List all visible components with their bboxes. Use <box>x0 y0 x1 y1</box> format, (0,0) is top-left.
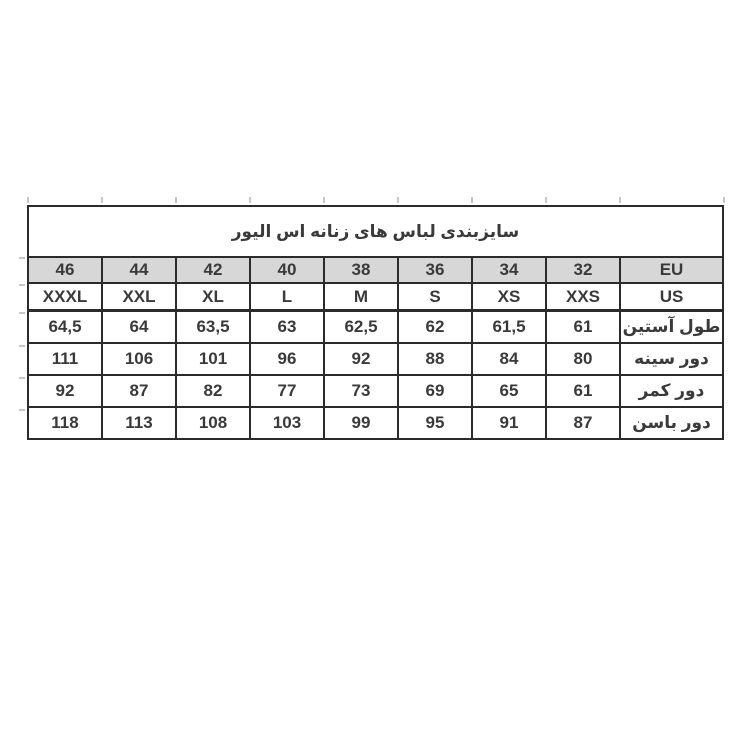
table-cell: 101 <box>175 342 251 376</box>
gridline-tick <box>175 197 177 203</box>
table-cell: 91 <box>471 406 547 440</box>
table-cell: 61 <box>545 374 621 408</box>
table-cell: 42 <box>175 256 251 284</box>
gridline-tick <box>619 197 621 203</box>
table-cell: XXXL <box>27 282 103 312</box>
table-cell: 92 <box>27 374 103 408</box>
table-cell: 96 <box>249 342 325 376</box>
table-cell: 65 <box>471 374 547 408</box>
table-cell: XL <box>175 282 251 312</box>
table-cell: 88 <box>397 342 473 376</box>
table-cell: 99 <box>323 406 399 440</box>
table-cell: 95 <box>397 406 473 440</box>
table-row-bust: 111 106 101 96 92 88 84 80 دور سینه <box>27 342 724 376</box>
gridline-tick <box>19 377 25 379</box>
table-cell: XS <box>471 282 547 312</box>
row-label-hip: دور باسن <box>619 406 724 440</box>
row-label-waist: دور کمر <box>619 374 724 408</box>
table-cell: 82 <box>175 374 251 408</box>
table-cell: 87 <box>101 374 177 408</box>
gridline-tick <box>19 312 25 314</box>
table-cell: 61,5 <box>471 309 547 344</box>
gridline-tick <box>19 409 25 411</box>
table-cell: 63,5 <box>175 309 251 344</box>
table-cell: 61 <box>545 309 621 344</box>
table-cell: 64,5 <box>27 309 103 344</box>
gridline-tick <box>101 197 103 203</box>
row-label-sleeve-length: طول آستین <box>619 309 724 344</box>
table-cell: 113 <box>101 406 177 440</box>
gridline-tick <box>471 197 473 203</box>
row-label-us: US <box>619 282 724 312</box>
table-title: سایزبندی لباس های زنانه اس الیور <box>27 205 724 258</box>
table-row-hip: 118 113 108 103 99 95 91 87 دور باسن <box>27 406 724 440</box>
table-cell: L <box>249 282 325 312</box>
table-cell: 84 <box>471 342 547 376</box>
table-row-sleeve-length: 64,5 64 63,5 63 62,5 62 61,5 61 طول آستی… <box>27 309 724 344</box>
gridline-tick <box>19 284 25 286</box>
table-cell: 36 <box>397 256 473 284</box>
table-cell: XXL <box>101 282 177 312</box>
table-row-us-sizes: XXXL XXL XL L M S XS XXS US <box>27 282 724 312</box>
table-cell: 111 <box>27 342 103 376</box>
table-cell: 103 <box>249 406 325 440</box>
table-title-row: سایزبندی لباس های زنانه اس الیور <box>27 205 724 258</box>
gridline-tick <box>397 197 399 203</box>
table-cell: 64 <box>101 309 177 344</box>
table-cell: 62,5 <box>323 309 399 344</box>
table-cell: 63 <box>249 309 325 344</box>
table-cell: 34 <box>471 256 547 284</box>
table-cell: 32 <box>545 256 621 284</box>
gridline-tick <box>19 345 25 347</box>
table-cell: 106 <box>101 342 177 376</box>
table-cell: M <box>323 282 399 312</box>
table-cell: 38 <box>323 256 399 284</box>
table-row-eu-sizes: 46 44 42 40 38 36 34 32 EU <box>27 256 724 284</box>
gridline-tick <box>323 197 325 203</box>
table-cell: 87 <box>545 406 621 440</box>
row-label-eu: EU <box>619 256 724 284</box>
gridline-tick <box>27 197 29 203</box>
gridline-tick <box>545 197 547 203</box>
table-cell: 73 <box>323 374 399 408</box>
table-cell: S <box>397 282 473 312</box>
gridline-tick <box>723 197 725 203</box>
table-row-waist: 92 87 82 77 73 69 65 61 دور کمر <box>27 374 724 408</box>
table-cell: XXS <box>545 282 621 312</box>
table-cell: 69 <box>397 374 473 408</box>
size-chart-table: سایزبندی لباس های زنانه اس الیور 46 44 4… <box>27 205 724 440</box>
gridline-tick <box>249 197 251 203</box>
table-cell: 46 <box>27 256 103 284</box>
table-cell: 108 <box>175 406 251 440</box>
table-cell: 44 <box>101 256 177 284</box>
table-cell: 40 <box>249 256 325 284</box>
table-cell: 77 <box>249 374 325 408</box>
table-cell: 80 <box>545 342 621 376</box>
table-cell: 62 <box>397 309 473 344</box>
gridline-tick <box>19 257 25 259</box>
row-label-bust: دور سینه <box>619 342 724 376</box>
table-cell: 92 <box>323 342 399 376</box>
table-cell: 118 <box>27 406 103 440</box>
